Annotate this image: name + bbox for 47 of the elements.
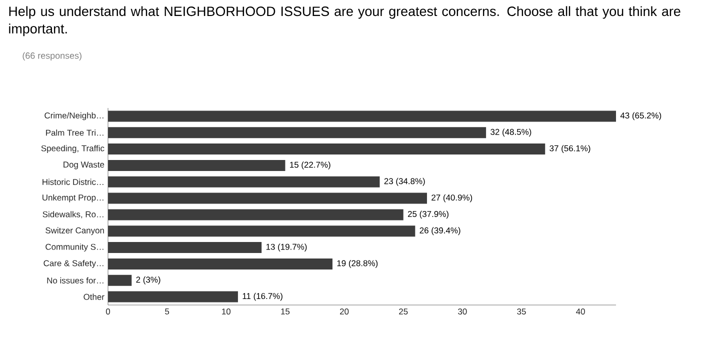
bar — [108, 127, 486, 138]
data-label: 2 (3%) — [136, 276, 160, 284]
data-label: 11 (16.7%) — [242, 292, 282, 301]
x-tick-label: 20 — [340, 308, 349, 315]
data-label: 26 (39.4%) — [420, 227, 460, 236]
x-tick-label: 35 — [517, 308, 526, 315]
bar — [108, 242, 262, 254]
data-label: 19 (28.8%) — [337, 260, 378, 268]
y-tick-label: Speeding, Traffic — [41, 145, 104, 153]
bar — [108, 226, 416, 237]
data-label: 23 (34.8%) — [384, 178, 425, 186]
bar — [108, 291, 238, 302]
x-tick-label: 15 — [281, 308, 290, 314]
data-label: 13 (19.7%) — [266, 244, 307, 252]
data-label: 43 (65.2%) — [620, 112, 662, 120]
chart-subtitle: (66 responses) — [22, 52, 82, 61]
x-tick-label: 0 — [106, 308, 110, 315]
data-label: 37 (56.1%) — [550, 145, 590, 153]
bar — [108, 258, 332, 270]
y-tick-label: Palm Tree Tri… — [46, 130, 104, 136]
bar — [108, 192, 427, 204]
bar — [108, 176, 380, 188]
y-tick-label: Crime/Neighb… — [44, 112, 104, 120]
y-tick-label: Other — [84, 294, 104, 300]
bar — [108, 209, 404, 220]
x-tick-label: 40 — [576, 308, 585, 315]
bar — [108, 144, 546, 155]
bar — [108, 160, 286, 171]
x-tick-label: 10 — [222, 308, 231, 315]
y-tick-label: Care & Safety… — [44, 260, 104, 268]
data-label: 15 (22.7%) — [290, 162, 330, 170]
y-tick-label: Historic Distric… — [42, 178, 104, 185]
y-tick-label: No issues for… — [47, 277, 104, 284]
x-tick-label: 25 — [399, 308, 408, 315]
chart-title: Help us understand what NEIGHBORHOOD ISSUES are your greatest concerns. Choose all that you think are important. — [9, 6, 680, 36]
x-tick-label: 30 — [458, 308, 467, 315]
data-label: 32 (48.5%) — [490, 128, 532, 137]
x-tick-label: 5 — [165, 308, 170, 314]
y-tick-label: Unkempt Prop… — [42, 194, 104, 202]
y-tick-label: Community S… — [46, 244, 104, 252]
y-tick-label: Sidewalks, Ro… — [42, 211, 104, 218]
data-label: 25 (37.9%) — [408, 210, 448, 219]
bar — [108, 110, 616, 122]
y-tick-label: Dog Waste — [64, 162, 104, 170]
y-tick-label: Switzer Canyon — [46, 227, 104, 236]
bar — [108, 274, 132, 286]
data-label: 27 (40.9%) — [432, 194, 472, 202]
